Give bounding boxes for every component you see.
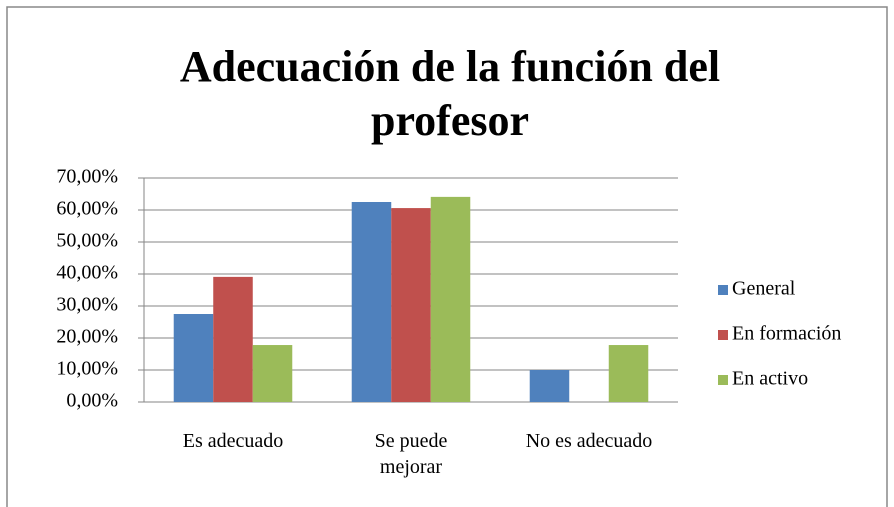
bar (351, 202, 392, 402)
y-tick-label: 30,00% (56, 294, 118, 316)
legend-label: En activo (732, 368, 808, 390)
bar (213, 276, 253, 402)
x-tick-label: Es adecuado (182, 430, 284, 452)
x-tick-label: Se puede mejorar (374, 430, 448, 478)
legend-label: General (732, 278, 796, 300)
y-tick-label: 0,00% (66, 390, 118, 412)
x-tick-label: No es adecuado (525, 430, 653, 452)
legend-swatch (718, 330, 728, 340)
chart-title: Adecuación de la función del profesor (179, 42, 721, 145)
legend-label: En formación (732, 323, 841, 345)
y-tick-label: 20,00% (56, 326, 118, 348)
y-tick-label: 60,00% (56, 198, 118, 220)
legend-swatch (718, 285, 728, 295)
chart-border (6, 6, 888, 507)
y-tick-label: 40,00% (56, 262, 118, 284)
legend-swatch (718, 375, 728, 385)
bar (529, 370, 570, 402)
y-tick-label: 70,00% (56, 166, 118, 188)
bar (430, 196, 471, 402)
bar (173, 314, 214, 402)
bar (608, 345, 649, 402)
bar (391, 208, 431, 402)
y-tick-label: 10,00% (56, 358, 118, 380)
y-tick-label: 50,00% (56, 230, 118, 252)
bar (252, 345, 293, 402)
